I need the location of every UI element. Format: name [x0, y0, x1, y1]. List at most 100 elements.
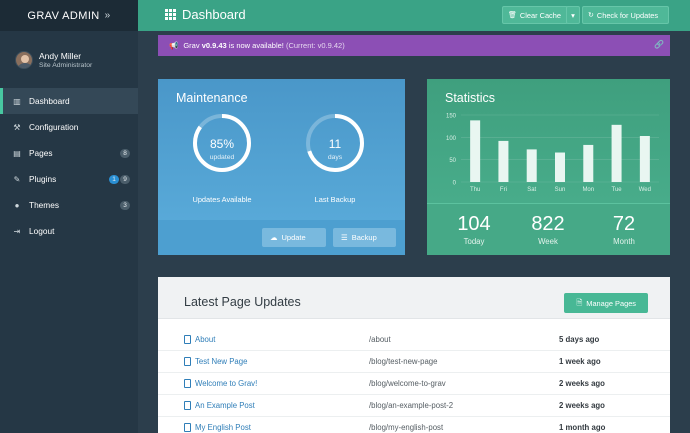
notice-prefix: Grav — [183, 41, 200, 50]
y-tick-label: 50 — [449, 158, 456, 164]
link-icon[interactable]: 🔗 — [654, 40, 664, 49]
bar-wed — [639, 135, 650, 182]
stat-month-label: Month — [613, 237, 635, 246]
page-link[interactable]: My English Post — [184, 423, 251, 432]
plugins-update-badge: 1 — [109, 174, 119, 184]
sidebar-item-label: Themes — [29, 200, 59, 210]
bullhorn-icon: 📢 — [169, 41, 179, 50]
statistics-title: Statistics — [445, 91, 496, 105]
statistics-card: Statistics 0 50 100 150 Thu Fri Sat Sun Mon Tue We… — [427, 79, 670, 255]
page-title-link[interactable]: Test New Page — [195, 357, 248, 366]
y-tick-label: 100 — [446, 136, 457, 142]
file-text-icon: 🗎 — [576, 297, 583, 307]
bar-fri — [498, 140, 509, 182]
sidebar-nav: ▥ Dashboard ⚒ Configuration ▤ Pages 8 ✎ … — [0, 88, 138, 244]
x-tick-label: Wed — [639, 187, 651, 193]
sidebar: GRAV ADMIN » Andy Miller Site Administra… — [0, 0, 138, 433]
chevron-down-icon: ▾ — [571, 10, 575, 20]
file-icon — [184, 357, 191, 366]
x-tick-label: Fri — [500, 187, 507, 193]
clear-cache-dropdown-button[interactable]: ▾ — [566, 6, 580, 24]
clear-cache-button[interactable]: 🗑 Clear Cache — [502, 6, 568, 24]
latest-page-updates: Latest Page Updates 🗎 Manage Pages About… — [158, 277, 670, 433]
stat-today-label: Today — [463, 237, 485, 246]
backup-unit: days — [327, 154, 343, 161]
sidebar-item-dashboard[interactable]: ▥ Dashboard — [0, 88, 138, 114]
check-updates-button[interactable]: ↻ Check for Updates — [582, 6, 669, 24]
maintenance-card: Maintenance 85% updated Updates Availabl… — [158, 79, 405, 255]
table-row: Test New Page /blog/test-new-page 1 week… — [158, 351, 670, 373]
tint-icon: ● — [14, 200, 20, 210]
page-route: /blog/welcome-to-grav — [369, 379, 446, 388]
stat-month-value: 72 — [612, 213, 636, 235]
page-title-link[interactable]: Welcome to Grav! — [195, 379, 258, 388]
page-date: 5 days ago — [559, 335, 600, 344]
page-title: Dashboard — [165, 7, 246, 22]
page-title-link[interactable]: My English Post — [195, 423, 251, 432]
bar-thu — [470, 120, 481, 182]
page-date: 1 week ago — [559, 357, 601, 366]
plug-icon: ✎ — [13, 174, 21, 184]
updates-ring — [193, 114, 251, 172]
page-route: /blog/my-english-post — [369, 423, 444, 432]
page-link[interactable]: Test New Page — [184, 357, 247, 366]
backup-ring — [306, 114, 364, 172]
updates-percent: 85% — [209, 137, 235, 151]
stat-today-value: 104 — [457, 213, 491, 235]
sidebar-item-pages[interactable]: ▤ Pages 8 — [0, 140, 138, 166]
table-row: An Example Post /blog/an-example-post-2 … — [158, 395, 670, 417]
brand[interactable]: GRAV ADMIN » — [0, 0, 138, 31]
page-link[interactable]: An Example Post — [184, 401, 255, 410]
manage-pages-button[interactable]: 🗎 Manage Pages — [564, 293, 648, 313]
collapse-chevron-icon[interactable]: » — [104, 10, 111, 21]
updates-unit: updated — [209, 154, 235, 161]
bar-tue — [611, 124, 622, 182]
user-role: Site Administrator — [39, 61, 93, 69]
notice-text: is now available! — [228, 41, 284, 50]
table-row: My English Post /blog/my-english-post 1 … — [158, 417, 670, 433]
page-date: 2 weeks ago — [559, 401, 605, 410]
sidebar-item-label: Logout — [29, 226, 55, 236]
sidebar-item-label: Configuration — [29, 122, 79, 132]
backup-label: Backup — [351, 233, 377, 242]
sidebar-item-themes[interactable]: ● Themes 3 — [0, 192, 138, 218]
th-grid-icon — [165, 9, 176, 20]
y-tick-label: 0 — [453, 181, 457, 187]
cloud-download-icon: ☁ — [270, 233, 278, 242]
pages-count-badge: 8 — [120, 148, 130, 158]
x-tick-label: Sun — [555, 187, 566, 193]
page-title-text: Dashboard — [182, 7, 246, 22]
table-row: Welcome to Grav! /blog/welcome-to-grav 2… — [158, 373, 670, 395]
sidebar-item-configuration[interactable]: ⚒ Configuration — [0, 114, 138, 140]
bar-sun — [555, 152, 565, 182]
page-title-link[interactable]: About — [195, 335, 216, 344]
stat-week-value: 822 — [531, 213, 565, 235]
backup-button[interactable]: ☰ Backup — [333, 228, 396, 247]
wrench-icon: ⚒ — [13, 122, 21, 132]
x-tick-label: Sat — [527, 187, 536, 193]
dashboard-icon: ▥ — [13, 96, 21, 106]
updates-caption: Updates Available — [192, 195, 252, 204]
page-link[interactable]: About — [184, 335, 215, 344]
y-tick-label: 150 — [446, 114, 457, 120]
sidebar-item-plugins[interactable]: ✎ Plugins 1 9 — [0, 166, 138, 192]
page-title-link[interactable]: An Example Post — [195, 401, 255, 410]
trash-icon: 🗑 — [508, 12, 517, 19]
page-link[interactable]: Welcome to Grav! — [184, 379, 257, 388]
notice-version: v0.9.43 — [201, 41, 227, 50]
file-icon — [184, 423, 191, 432]
update-button[interactable]: ☁ Update — [262, 228, 326, 247]
page-route: /blog/test-new-page — [369, 357, 438, 366]
manage-pages-label: Manage Pages — [586, 298, 636, 308]
update-notice-bar: 📢 Grav v0.9.43 is now available! (Curren… — [158, 35, 670, 56]
page-date: 2 weeks ago — [559, 379, 605, 388]
bar-mon — [583, 144, 594, 182]
user-profile[interactable]: Andy Miller Site Administrator — [0, 31, 138, 88]
statistics-bar-chart: 0 50 100 150 Thu Fri Sat Sun Mon Tue Wed — [446, 114, 659, 193]
file-icon — [184, 335, 191, 344]
themes-count-badge: 3 — [120, 200, 130, 210]
sidebar-item-label: Pages — [29, 148, 53, 158]
sidebar-item-logout[interactable]: ⇥ Logout — [0, 218, 138, 244]
x-tick-label: Thu — [470, 187, 480, 193]
x-tick-label: Mon — [582, 187, 594, 193]
